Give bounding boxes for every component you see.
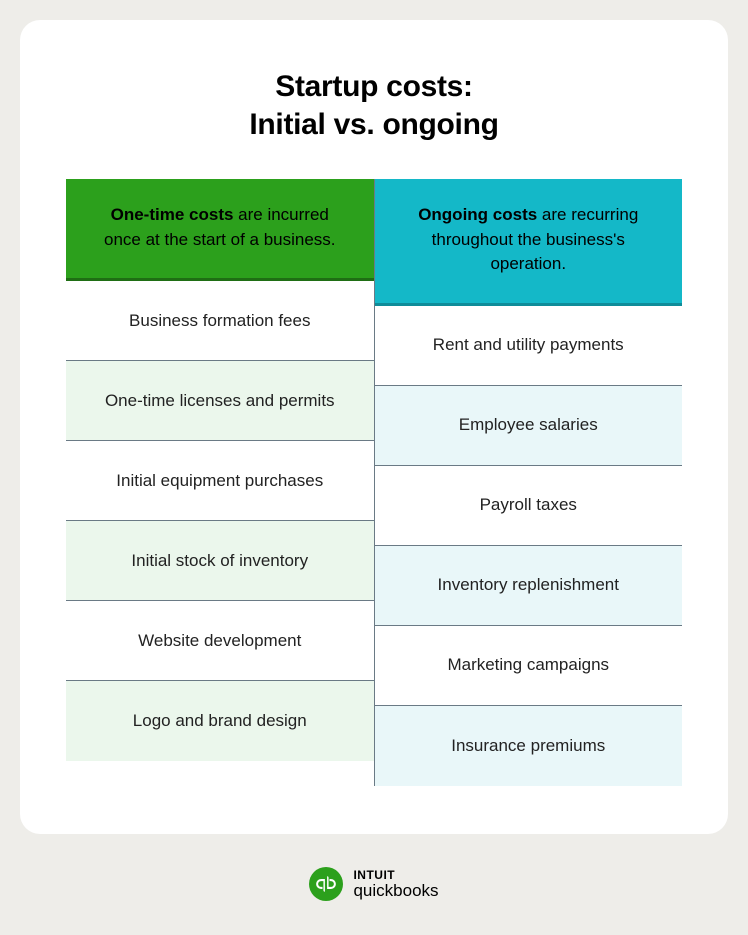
brand-bottom: quickbooks — [353, 882, 438, 899]
column-ongoing: Ongoing costs are recurring throughout t… — [375, 179, 683, 786]
table-cell: Employee salaries — [375, 386, 683, 466]
comparison-table: One-time costs are incurred once at the … — [66, 179, 682, 786]
table-cell: Rent and utility payments — [375, 306, 683, 386]
table-cell: One-time licenses and permits — [66, 361, 374, 441]
table-cell: Logo and brand design — [66, 681, 374, 761]
brand-footer: INTUIT quickbooks — [20, 834, 728, 935]
table-cell: Inventory replenishment — [375, 546, 683, 626]
table-cell: Website development — [66, 601, 374, 681]
column-header-one-time: One-time costs are incurred once at the … — [66, 179, 374, 281]
title-line-2: Initial vs. ongoing — [249, 108, 498, 141]
qb-glyph-icon — [315, 873, 337, 895]
header-bold-right: Ongoing costs — [418, 205, 537, 224]
table-cell: Business formation fees — [66, 281, 374, 361]
quickbooks-logo-icon — [309, 867, 343, 901]
page-title: Startup costs: Initial vs. ongoing — [66, 68, 682, 143]
info-card: Startup costs: Initial vs. ongoing One-t… — [20, 20, 728, 834]
brand-text: INTUIT quickbooks — [353, 869, 438, 899]
title-line-1: Startup costs: — [275, 70, 473, 103]
table-cell: Initial equipment purchases — [66, 441, 374, 521]
table-cell: Initial stock of inventory — [66, 521, 374, 601]
brand-top: INTUIT — [353, 869, 438, 881]
column-header-ongoing: Ongoing costs are recurring throughout t… — [375, 179, 683, 306]
table-cell: Insurance premiums — [375, 706, 683, 786]
table-cell: Payroll taxes — [375, 466, 683, 546]
header-bold-left: One-time costs — [111, 205, 234, 224]
column-one-time: One-time costs are incurred once at the … — [66, 179, 375, 786]
table-cell: Marketing campaigns — [375, 626, 683, 706]
